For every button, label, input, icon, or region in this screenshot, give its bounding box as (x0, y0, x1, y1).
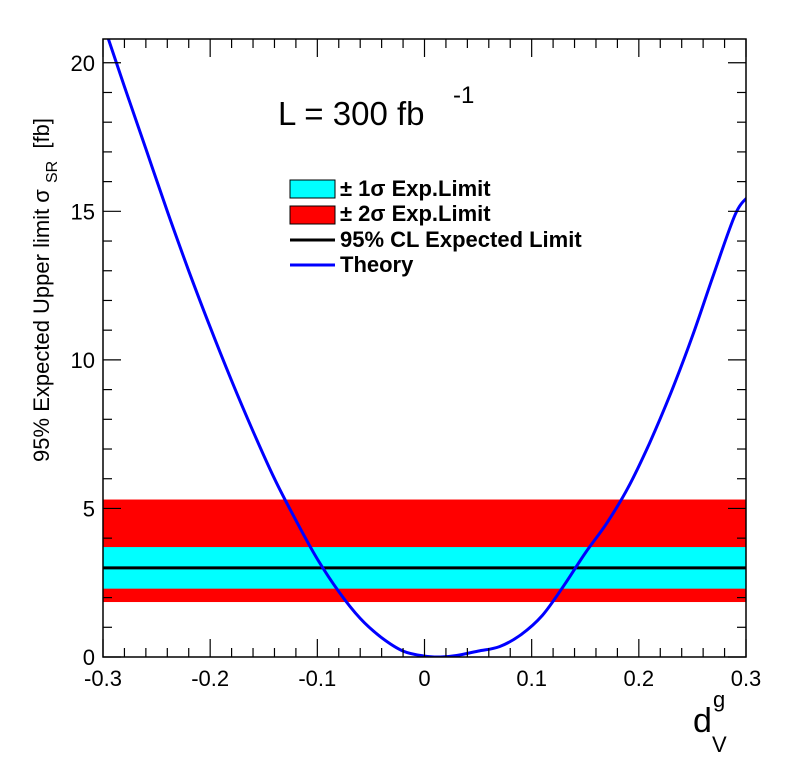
luminosity-text: L = 300 fb (278, 95, 425, 132)
legend-label-expected: 95% CL Expected Limit (340, 227, 582, 252)
y-tick-label: 5 (83, 496, 95, 521)
legend-label-theory: Theory (340, 252, 414, 277)
x-tick-label: -0.1 (298, 666, 336, 691)
y-tick-label: 15 (71, 199, 95, 224)
x-tick-label: 0.3 (731, 666, 762, 691)
x-tick-label: 0.2 (624, 666, 655, 691)
luminosity-exponent: -1 (453, 82, 474, 109)
y-axis-title: 95% Expected Upper limit σ SR [fb] (29, 118, 62, 462)
y-axis-title-main: 95% Expected Upper limit σ (29, 189, 54, 462)
x-tick-label: 0.1 (516, 666, 547, 691)
legend: ± 1σ Exp.Limit ± 2σ Exp.Limit 95% CL Exp… (289, 176, 582, 277)
luminosity-annotation: L = 300 fb -1 (278, 82, 474, 132)
y-tick-label: 0 (83, 645, 95, 670)
legend-swatch-2sigma (289, 205, 336, 225)
legend-swatch-1sigma (289, 179, 336, 199)
plot-area (103, 39, 746, 657)
x-tick-label: -0.3 (84, 666, 122, 691)
x-axis-title: d g V (693, 687, 727, 757)
x-axis-title-sup: g (713, 687, 725, 712)
axis-ticks: -0.3 -0.2 -0.1 0 0.1 0.2 0.3 0 5 10 15 20 (71, 39, 762, 691)
legend-label-2sigma: ± 2σ Exp.Limit (340, 201, 491, 226)
x-axis-title-sub: V (712, 732, 727, 757)
x-tick-label: -0.2 (191, 666, 229, 691)
y-tick-label: 10 (71, 348, 95, 373)
svg-text:95% Expected Upper limit σ: 95% Expected Upper limit σ SR [fb] (29, 118, 62, 462)
y-axis-title-sub: SR (44, 161, 61, 183)
y-tick-label: 20 (71, 51, 95, 76)
x-tick-label: 0 (418, 666, 430, 691)
y-axis-title-unit: [fb] (29, 118, 54, 149)
legend-label-1sigma: ± 1σ Exp.Limit (340, 176, 491, 201)
x-axis-title-main: d (693, 702, 712, 740)
